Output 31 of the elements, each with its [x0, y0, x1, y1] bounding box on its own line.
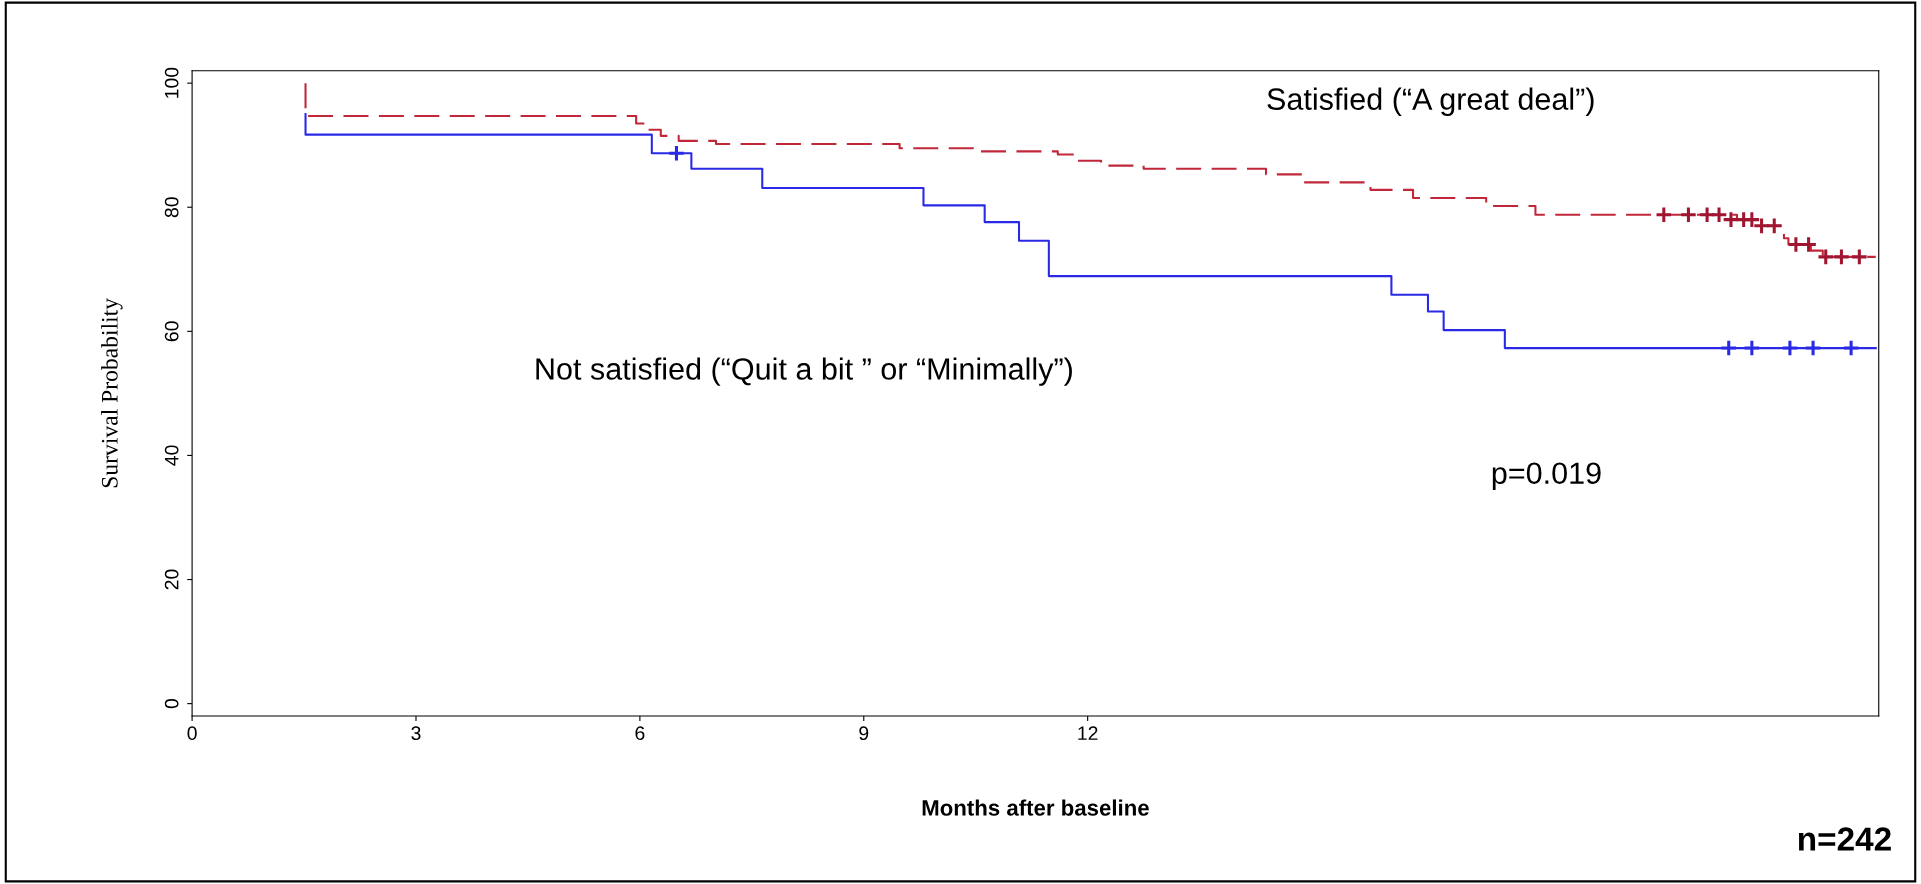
point: [1781, 339, 1799, 357]
y-tick-label: 80: [164, 197, 179, 218]
point: [1765, 217, 1784, 235]
x-axis-title: Months after baseline: [922, 799, 1149, 816]
y-axis-title: Survival Probability: [101, 298, 123, 488]
point: [1743, 339, 1761, 357]
text: Not satisfied (“Quit a bit ” or “Minimally”): [536, 357, 1072, 386]
point: [667, 144, 686, 163]
text: n=242: [1798, 827, 1891, 851]
y-tick-label: 0: [164, 698, 179, 709]
y-tick-label: 20: [164, 569, 179, 590]
x-tick-label: 3: [411, 726, 421, 741]
y-tick-label: 40: [164, 445, 179, 466]
series-label: Satisfied (“A great deal”): [1267, 87, 1594, 117]
y-tick-label: 100: [164, 67, 179, 98]
point: [1804, 339, 1822, 357]
point: [1654, 205, 1673, 224]
y-tick-label: 60: [164, 321, 179, 342]
point: [1743, 210, 1761, 229]
x-tick-label: 9: [859, 726, 869, 741]
point: [1710, 205, 1728, 224]
point: [1679, 205, 1698, 224]
point: [1842, 339, 1860, 357]
point: [1816, 248, 1835, 266]
annotation: p=0.019: [1492, 462, 1601, 491]
x-tick-label: 6: [635, 726, 645, 741]
x-tick-label: 12: [1078, 726, 1098, 740]
point: [1719, 339, 1738, 357]
point: [1850, 248, 1869, 266]
x-tick-label: 0: [187, 726, 197, 741]
point: [1832, 248, 1851, 266]
